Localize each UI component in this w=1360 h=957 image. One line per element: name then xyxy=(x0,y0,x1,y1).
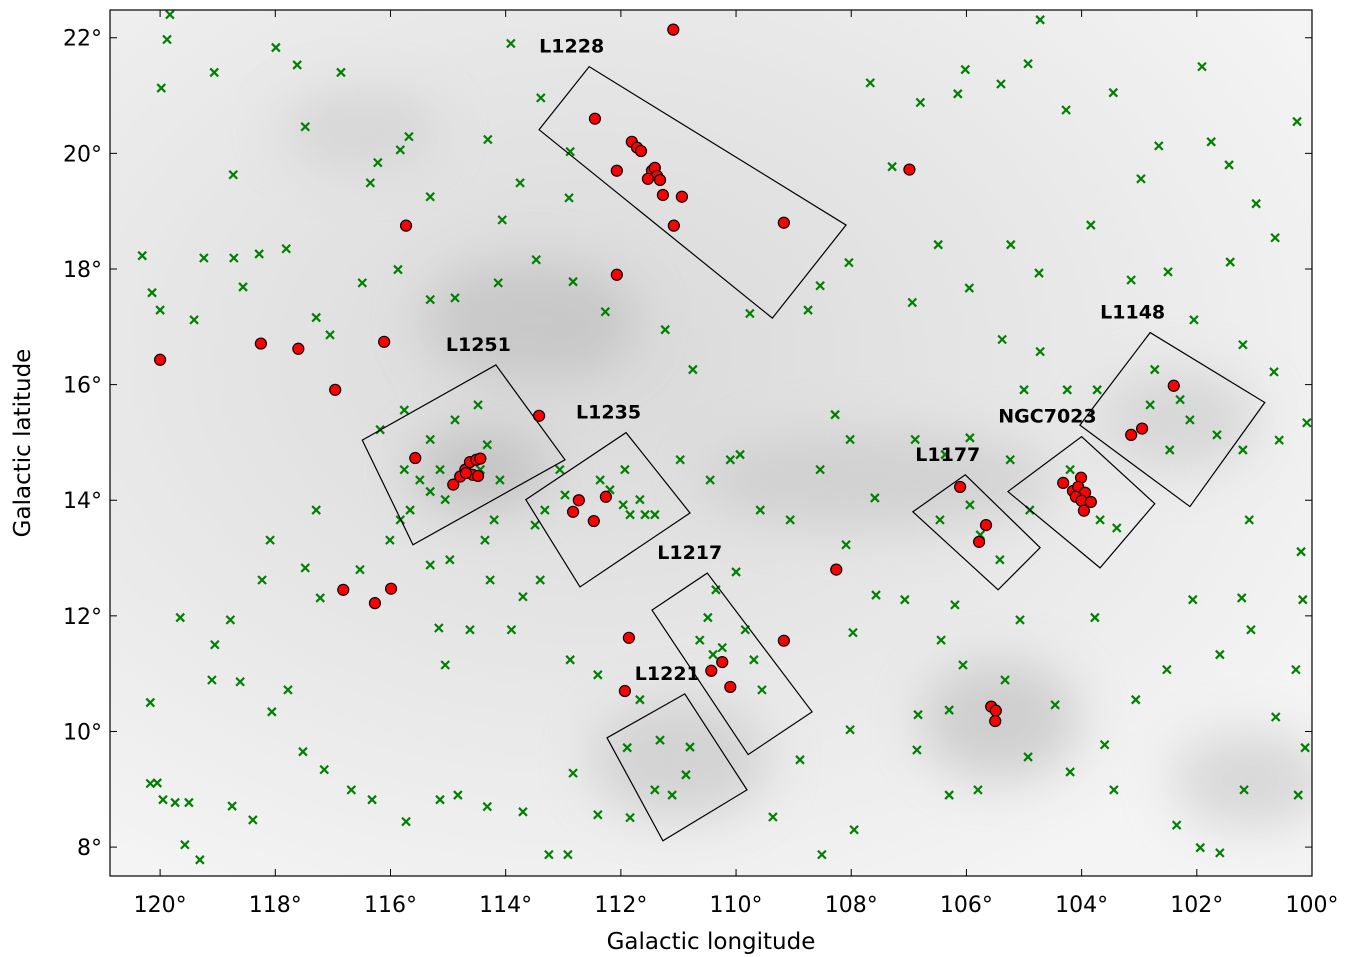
page: {"chart_data": { "type": "scatter", "xla… xyxy=(0,0,1360,957)
circle-marker xyxy=(725,681,736,692)
region-label: L1221 xyxy=(635,663,700,685)
circle-marker xyxy=(369,598,380,609)
circle-marker xyxy=(668,220,679,231)
circle-marker xyxy=(636,146,647,157)
chart: Galactic longitude Galactic latitude 120… xyxy=(0,0,1360,957)
x-tick-label: 120° xyxy=(134,893,187,918)
circle-marker xyxy=(588,516,599,527)
circle-marker xyxy=(904,164,915,175)
x-tick-label: 112° xyxy=(594,893,647,918)
region-label: L1148 xyxy=(1100,302,1165,324)
y-axis-label: Galactic latitude xyxy=(10,349,36,538)
y-tick-label: 18° xyxy=(63,258,102,283)
circle-marker xyxy=(990,705,1001,716)
circle-marker xyxy=(155,354,166,365)
x-tick-label: 106° xyxy=(940,893,993,918)
circle-marker xyxy=(386,583,397,594)
circle-marker xyxy=(831,564,842,575)
y-tick-label: 12° xyxy=(63,605,102,630)
circle-marker xyxy=(255,338,266,349)
dust-map xyxy=(110,10,1330,876)
circle-marker xyxy=(981,520,992,531)
circle-marker xyxy=(955,481,966,492)
circle-marker xyxy=(655,174,666,185)
circle-marker xyxy=(623,632,634,643)
x-tick-label: 118° xyxy=(249,893,302,918)
circle-marker xyxy=(1126,429,1137,440)
circle-marker xyxy=(668,24,679,35)
circle-marker xyxy=(589,113,600,124)
circle-marker xyxy=(1078,505,1089,516)
region-label: L1251 xyxy=(446,334,511,356)
circle-marker xyxy=(573,495,584,506)
circle-marker xyxy=(1168,380,1179,391)
circle-marker xyxy=(473,470,484,481)
y-tick-label: 14° xyxy=(63,489,102,514)
circle-marker xyxy=(706,665,717,676)
circle-marker xyxy=(619,686,630,697)
circle-marker xyxy=(642,173,653,184)
circle-marker xyxy=(611,269,622,280)
y-tick-label: 22° xyxy=(63,27,102,52)
circle-marker xyxy=(475,453,486,464)
circle-marker xyxy=(1137,423,1148,434)
circle-marker xyxy=(600,491,611,502)
x-tick-label: 100° xyxy=(1286,893,1339,918)
circle-marker xyxy=(379,336,390,347)
region-label: L1217 xyxy=(657,542,722,564)
circle-marker xyxy=(717,657,728,668)
circle-marker xyxy=(568,506,579,517)
circle-marker xyxy=(1058,477,1069,488)
region-label: L1228 xyxy=(539,36,604,58)
x-tick-label: 110° xyxy=(710,893,763,918)
y-tick-label: 8° xyxy=(77,836,102,861)
circle-marker xyxy=(778,635,789,646)
circle-marker xyxy=(657,189,668,200)
x-tick-label: 116° xyxy=(364,893,417,918)
circle-marker xyxy=(611,165,622,176)
circle-marker xyxy=(330,384,341,395)
circle-marker xyxy=(401,220,412,231)
y-tick-label: 16° xyxy=(63,374,102,399)
circle-marker xyxy=(974,536,985,547)
y-tick-label: 20° xyxy=(63,142,102,167)
x-tick-label: 104° xyxy=(1055,893,1108,918)
y-tick-label: 10° xyxy=(63,720,102,745)
circle-marker xyxy=(990,716,1001,727)
circle-marker xyxy=(293,343,304,354)
x-axis-label: Galactic longitude xyxy=(607,929,816,955)
region-label: L1235 xyxy=(576,402,641,424)
region-label: NGC7023 xyxy=(998,406,1096,428)
circle-marker xyxy=(460,468,471,479)
circle-marker xyxy=(338,584,349,595)
x-tick-label: 102° xyxy=(1170,893,1223,918)
circle-marker xyxy=(410,453,421,464)
circle-marker xyxy=(676,191,687,202)
region-label: L1177 xyxy=(915,444,980,466)
x-tick-label: 114° xyxy=(479,893,532,918)
circle-marker xyxy=(778,217,789,228)
x-tick-label: 108° xyxy=(825,893,878,918)
